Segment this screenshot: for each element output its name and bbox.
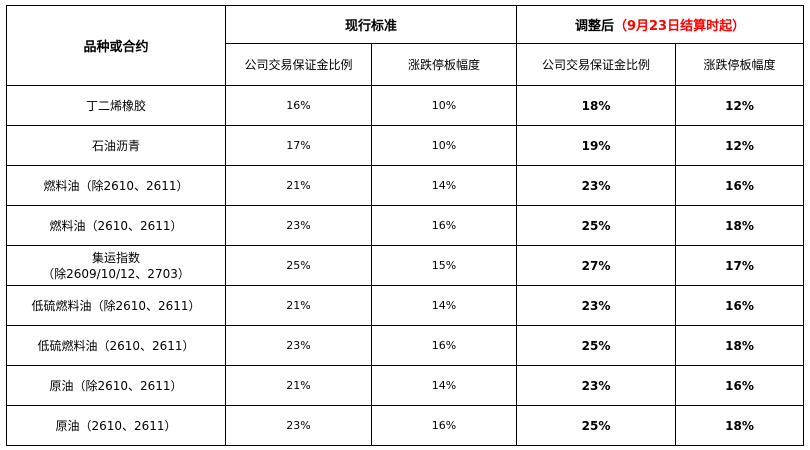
header-adjusted-note: （9月23日结算时起） (613, 19, 746, 34)
row-new-margin: 23% (516, 165, 677, 206)
row-variety-name-line2: （除2609/10/12、2703） (42, 266, 190, 281)
row-new-margin: 23% (516, 365, 677, 406)
row-variety-name: 燃料油（除2610、2611） (6, 165, 226, 206)
row-new-margin: 25% (516, 405, 677, 446)
table-row: 石油沥青 17% 10% 19% 12% (6, 125, 805, 166)
row-current-limit: 10% (370, 125, 518, 166)
row-current-margin: 16% (225, 85, 372, 126)
row-variety-name: 原油（2610、2611） (6, 405, 226, 446)
row-current-limit: 14% (370, 165, 518, 206)
row-current-limit: 16% (370, 405, 518, 446)
row-new-limit: 18% (675, 325, 805, 366)
row-new-limit: 16% (675, 165, 805, 206)
row-variety-name: 丁二烯橡胶 (6, 85, 226, 126)
row-current-margin: 25% (225, 245, 372, 286)
row-current-margin: 17% (225, 125, 372, 166)
margin-adjustment-table: 品种或合约 现行标准 调整后（9月23日结算时起） 公司交易保证金比例 涨跌停板… (6, 5, 805, 446)
table-row: 集运指数 （除2609/10/12、2703） 25% 15% 27% 17% (6, 245, 805, 286)
row-new-limit: 17% (675, 245, 805, 286)
row-variety-name-line1: 集运指数 (91, 250, 140, 265)
row-current-margin: 21% (225, 165, 372, 206)
row-new-margin: 27% (516, 245, 677, 286)
row-new-limit: 18% (675, 405, 805, 446)
row-current-limit: 14% (370, 365, 518, 406)
header-adjusted-label: 调整后 (574, 19, 614, 34)
row-current-limit: 16% (370, 325, 518, 366)
row-current-margin: 23% (225, 205, 372, 246)
row-variety-name: 石油沥青 (6, 125, 226, 166)
row-new-limit: 16% (675, 285, 805, 326)
row-new-margin: 25% (516, 205, 677, 246)
table-row: 燃料油（除2610、2611） 21% 14% 23% 16% (6, 165, 805, 206)
table-row: 低硫燃料油（2610、2611） 23% 16% 25% 18% (6, 325, 805, 366)
row-new-limit: 12% (675, 85, 805, 126)
table-row: 原油（2610、2611） 23% 16% 25% 18% (6, 405, 805, 446)
row-variety-name: 集运指数 （除2609/10/12、2703） (6, 245, 226, 286)
header-current-standard: 现行标准 (224, 5, 518, 44)
header-current-limit: 涨跌停板幅度 (370, 43, 518, 86)
header-new-limit: 涨跌停板幅度 (675, 43, 805, 86)
row-variety-name: 原油（除2610、2611） (6, 365, 226, 406)
row-new-limit: 18% (675, 205, 805, 246)
row-variety-name: 低硫燃料油（2610、2611） (6, 325, 226, 366)
header-variety-contract: 品种或合约 (6, 5, 226, 86)
header-new-margin: 公司交易保证金比例 (516, 43, 677, 86)
row-current-limit: 15% (370, 245, 518, 286)
header-row-sub: 公司交易保证金比例 涨跌停板幅度 公司交易保证金比例 涨跌停板幅度 (7, 43, 805, 86)
row-current-margin: 23% (225, 405, 372, 446)
table-row: 低硫燃料油（除2610、2611） 21% 14% 23% 16% (6, 285, 805, 326)
row-new-margin: 23% (516, 285, 677, 326)
row-new-margin: 19% (516, 125, 677, 166)
row-current-margin: 21% (225, 285, 372, 326)
row-new-limit: 12% (675, 125, 805, 166)
header-adjusted: 调整后（9月23日结算时起） (516, 5, 805, 44)
row-current-margin: 23% (225, 325, 372, 366)
row-current-limit: 10% (370, 85, 518, 126)
row-variety-name: 低硫燃料油（除2610、2611） (6, 285, 226, 326)
row-variety-name: 燃料油（2610、2611） (6, 205, 226, 246)
table-row: 原油（除2610、2611） 21% 14% 23% 16% (6, 365, 805, 406)
table-row: 丁二烯橡胶 16% 10% 18% 12% (6, 85, 805, 126)
header-current-margin: 公司交易保证金比例 (225, 43, 372, 86)
header-row-top: 品种或合约 现行标准 调整后（9月23日结算时起） (6, 5, 805, 86)
row-current-margin: 21% (225, 365, 372, 406)
row-new-margin: 25% (516, 325, 677, 366)
table-row: 燃料油（2610、2611） 23% 16% 25% 18% (6, 205, 805, 246)
row-current-limit: 14% (370, 285, 518, 326)
row-new-limit: 16% (675, 365, 805, 406)
row-current-limit: 16% (370, 205, 518, 246)
row-new-margin: 18% (516, 85, 677, 126)
